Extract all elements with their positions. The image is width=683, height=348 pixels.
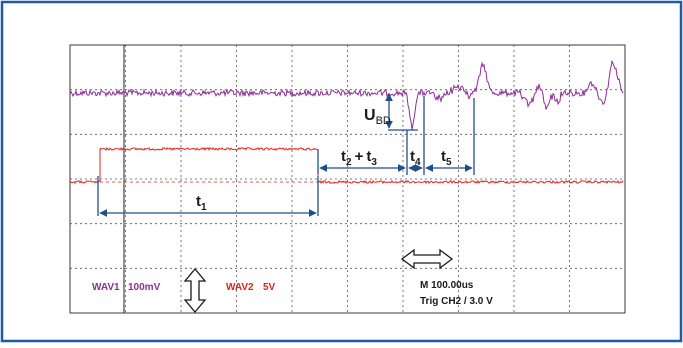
annotations	[97, 93, 475, 217]
double-arrow-vertical-icon	[183, 267, 207, 314]
ubd-label: UBD	[364, 107, 391, 127]
t23-label: t2 + t3	[341, 148, 377, 168]
wav2-trace-high	[99, 146, 319, 152]
scope-screen	[69, 44, 626, 314]
timebase-readout: M 100.00us	[420, 280, 474, 291]
trigger-readout: Trig CH2 / 3.0 V	[420, 296, 493, 307]
t4-label: t4	[410, 148, 421, 168]
t1-label: t1	[196, 193, 207, 213]
wav2-name: WAV2	[226, 282, 254, 293]
t5-label: t5	[441, 148, 452, 168]
double-arrow-horizontal-icon	[400, 248, 454, 270]
wav1-trace	[69, 59, 624, 130]
wav2-scale: 5V	[263, 282, 276, 293]
wav2-trace-low	[69, 180, 101, 184]
wav1-scale: 100mV	[128, 282, 161, 293]
wav1-name: WAV1	[92, 282, 120, 293]
scope-grid	[70, 45, 625, 313]
wav2-trace-low-after	[317, 179, 624, 185]
